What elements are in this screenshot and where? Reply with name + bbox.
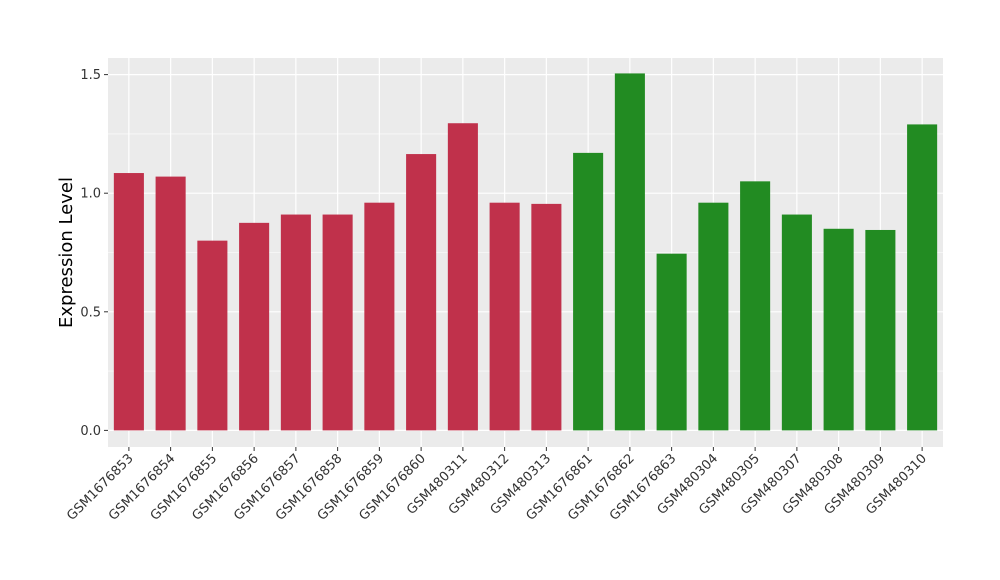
bar-gsm1676860 bbox=[406, 154, 437, 431]
bar-gsm1676856 bbox=[239, 222, 270, 431]
bars bbox=[113, 73, 938, 431]
bar-gsm480307 bbox=[781, 214, 812, 431]
y-axis: 0.0 0.5 1.0 1.5 bbox=[80, 68, 108, 439]
bar-gsm1676857 bbox=[280, 214, 311, 431]
y-tick-label: 0.5 bbox=[80, 305, 101, 320]
bar-gsm1676853 bbox=[113, 173, 144, 431]
bar-gsm1676859 bbox=[364, 202, 395, 431]
y-axis-title: Expression Level bbox=[56, 177, 77, 328]
bar-gsm480310 bbox=[907, 124, 938, 431]
bar-gsm480304 bbox=[698, 202, 729, 431]
y-tick-label: 1.0 bbox=[80, 187, 101, 202]
y-tick-label: 1.5 bbox=[80, 68, 101, 83]
bar-gsm1676862 bbox=[614, 73, 645, 431]
bar-gsm1676854 bbox=[155, 176, 186, 431]
bar-gsm480309 bbox=[865, 229, 896, 431]
bar-gsm1676858 bbox=[322, 214, 353, 431]
x-axis: GSM1676853GSM1676854GSM1676855GSM1676856… bbox=[64, 447, 930, 524]
bar-gsm1676863 bbox=[656, 253, 687, 431]
bar-gsm480312 bbox=[489, 202, 520, 431]
bar-gsm480308 bbox=[823, 228, 854, 431]
y-tick-label: 0.0 bbox=[80, 424, 101, 439]
bar-gsm480305 bbox=[740, 181, 771, 431]
bar-gsm480313 bbox=[531, 203, 562, 431]
bar-gsm480311 bbox=[447, 123, 478, 431]
bar-gsm1676855 bbox=[197, 240, 228, 431]
bar-gsm1676861 bbox=[573, 152, 604, 431]
